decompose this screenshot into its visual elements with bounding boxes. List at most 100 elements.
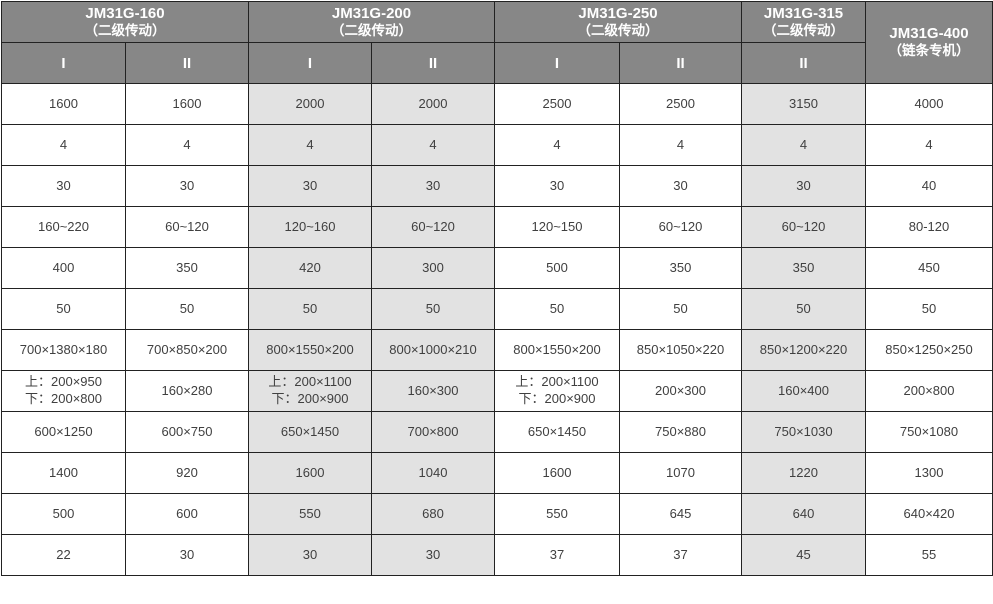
table-cell: 30 bbox=[494, 165, 620, 207]
table-cell: 60~120 bbox=[741, 206, 866, 248]
table-cell: 300 bbox=[371, 247, 495, 289]
table-cell: 600×750 bbox=[125, 411, 249, 453]
table-cell: 1040 bbox=[371, 452, 495, 494]
header-group-jm31g-315: JM31G-315 （二级传动） bbox=[741, 1, 866, 43]
table-cell: 60~120 bbox=[371, 206, 495, 248]
table-cell: 1600 bbox=[1, 83, 126, 125]
table-cell: 1070 bbox=[619, 452, 742, 494]
table-row: 上：200×950 下：200×800 160×280 上：200×1100 下：2… bbox=[1, 370, 993, 412]
table-cell: 30 bbox=[371, 165, 495, 207]
table-cell: 30 bbox=[125, 165, 249, 207]
table-cell: 4 bbox=[741, 124, 866, 166]
table-cell: 645 bbox=[619, 493, 742, 535]
table-cell: 700×800 bbox=[371, 411, 495, 453]
table-cell: 600 bbox=[125, 493, 249, 535]
table-row: 700×1380×180 700×850×200 800×1550×200 800×1… bbox=[1, 329, 993, 371]
table-cell: 4 bbox=[619, 124, 742, 166]
table-row: 22 30 30 30 37 37 45 55 bbox=[1, 534, 993, 576]
sub-header-col-1: I bbox=[1, 42, 126, 84]
table-cell: 920 bbox=[125, 452, 249, 494]
table-cell: 550 bbox=[494, 493, 620, 535]
model-subtitle: （二级传动） bbox=[763, 22, 844, 38]
model-subtitle: （二级传动） bbox=[84, 22, 166, 38]
table-cell: 550 bbox=[248, 493, 372, 535]
table-cell: 800×1550×200 bbox=[248, 329, 372, 371]
header-sub-row: I II I II I II II bbox=[1, 42, 993, 84]
table-cell: 4000 bbox=[865, 83, 993, 125]
table-cell: 1600 bbox=[125, 83, 249, 125]
table-cell: 60~120 bbox=[619, 206, 742, 248]
table-row: 400 350 420 300 500 350 350 450 bbox=[1, 247, 993, 289]
table-cell: 50 bbox=[248, 288, 372, 330]
table-cell: 1600 bbox=[494, 452, 620, 494]
table-cell: 680 bbox=[371, 493, 495, 535]
header-group-row: JM31G-160 （二级传动） JM31G-200 （二级传动） JM31G-… bbox=[1, 1, 993, 84]
table-cell: 30 bbox=[248, 165, 372, 207]
table-cell: 3150 bbox=[741, 83, 866, 125]
model-name: JM31G-400 bbox=[889, 25, 969, 43]
sub-header-col-6: II bbox=[619, 42, 742, 84]
table-cell: 700×1380×180 bbox=[1, 329, 126, 371]
table-cell: 4 bbox=[1, 124, 126, 166]
sub-header-col-5: I bbox=[494, 42, 620, 84]
table-cell: 50 bbox=[371, 288, 495, 330]
table-cell: 700×850×200 bbox=[125, 329, 249, 371]
table-cell: 45 bbox=[741, 534, 866, 576]
table-header: JM31G-160 （二级传动） JM31G-200 （二级传动） JM31G-… bbox=[1, 1, 993, 84]
header-group-jm31g-160: JM31G-160 （二级传动） bbox=[1, 1, 249, 43]
table-cell: 640×420 bbox=[865, 493, 993, 535]
table-cell: 30 bbox=[1, 165, 126, 207]
table-cell: 420 bbox=[248, 247, 372, 289]
table-cell: 1600 bbox=[248, 452, 372, 494]
table-cell: 120~160 bbox=[248, 206, 372, 248]
table-cell: 4 bbox=[248, 124, 372, 166]
model-name: JM31G-160 bbox=[85, 4, 165, 22]
table-row: 600×1250 600×750 650×1450 700×800 650×1450 75… bbox=[1, 411, 993, 453]
table-row: 1400 920 1600 1040 1600 1070 1220 1300 bbox=[1, 452, 993, 494]
table-cell: 850×1050×220 bbox=[619, 329, 742, 371]
table-cell: 50 bbox=[494, 288, 620, 330]
table-cell: 2500 bbox=[494, 83, 620, 125]
table-row: 160~220 60~120 120~160 60~120 120~150 60~120 6… bbox=[1, 206, 993, 248]
table-cell: 30 bbox=[371, 534, 495, 576]
table-cell: 4 bbox=[371, 124, 495, 166]
model-subtitle: （链条专机） bbox=[888, 43, 970, 59]
table-cell: 50 bbox=[865, 288, 993, 330]
spec-table: JM31G-160 （二级传动） JM31G-200 （二级传动） JM31G-… bbox=[1, 1, 993, 576]
table-cell: 1220 bbox=[741, 452, 866, 494]
table-cell: 上：200×950 下：200×800 bbox=[1, 370, 126, 412]
table-cell: 160~220 bbox=[1, 206, 126, 248]
table-cell: 30 bbox=[619, 165, 742, 207]
table-cell: 2500 bbox=[619, 83, 742, 125]
table-cell: 160×400 bbox=[741, 370, 866, 412]
table-cell: 37 bbox=[494, 534, 620, 576]
table-cell: 120~150 bbox=[494, 206, 620, 248]
table-cell: 200×300 bbox=[619, 370, 742, 412]
table-cell: 1400 bbox=[1, 452, 126, 494]
header-group-jm31g-250: JM31G-250 （二级传动） bbox=[494, 1, 742, 43]
table-cell: 850×1200×220 bbox=[741, 329, 866, 371]
table-cell: 37 bbox=[619, 534, 742, 576]
table-cell: 750×1080 bbox=[865, 411, 993, 453]
table-cell: 160×300 bbox=[371, 370, 495, 412]
table-cell: 4 bbox=[494, 124, 620, 166]
sub-header-col-2: II bbox=[125, 42, 249, 84]
table-cell: 600×1250 bbox=[1, 411, 126, 453]
table-cell: 160×280 bbox=[125, 370, 249, 412]
header-group-jm31g-200: JM31G-200 （二级传动） bbox=[248, 1, 495, 43]
table-cell: 50 bbox=[1, 288, 126, 330]
table-cell: 60~120 bbox=[125, 206, 249, 248]
table-cell: 上：200×1100 下：200×900 bbox=[248, 370, 372, 412]
table-cell: 50 bbox=[619, 288, 742, 330]
table-cell: 750×1030 bbox=[741, 411, 866, 453]
table-cell: 4 bbox=[865, 124, 993, 166]
table-cell: 2000 bbox=[248, 83, 372, 125]
table-cell: 55 bbox=[865, 534, 993, 576]
table-cell: 800×1000×210 bbox=[371, 329, 495, 371]
table-cell: 400 bbox=[1, 247, 126, 289]
sub-header-col-4: II bbox=[371, 42, 495, 84]
table-cell: 22 bbox=[1, 534, 126, 576]
table-cell: 650×1450 bbox=[494, 411, 620, 453]
table-row: 500 600 550 680 550 645 640 640×420 bbox=[1, 493, 993, 535]
